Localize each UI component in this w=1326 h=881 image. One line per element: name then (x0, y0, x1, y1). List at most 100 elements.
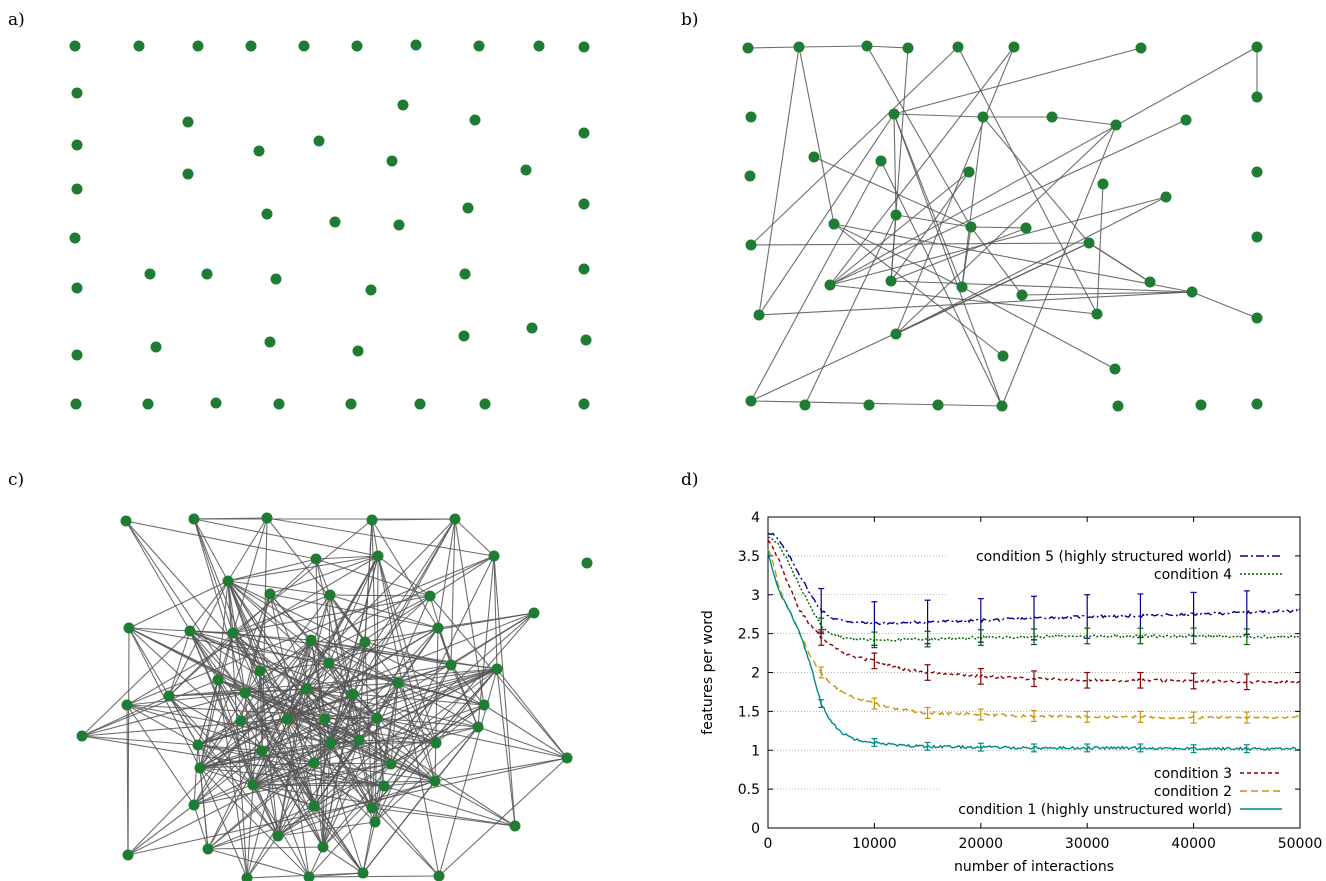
panel-b-node (1180, 114, 1192, 126)
panel-c-edge (493, 555, 516, 827)
panel-c-edge (227, 517, 268, 582)
error-bar (1084, 743, 1091, 753)
panel-c-edge (286, 718, 392, 765)
panel-c-node (432, 622, 444, 634)
panel-c-edge (199, 679, 219, 769)
panel-c-edge (126, 555, 379, 706)
panel-c-edge (128, 580, 229, 629)
panel-b-node (744, 170, 756, 182)
panel-c-edge (435, 668, 498, 744)
panel-a-node (245, 40, 257, 52)
panel-a-node (459, 268, 471, 280)
panel-a-node (144, 268, 156, 280)
error-bar (1031, 670, 1037, 688)
panel-c-node (385, 758, 397, 770)
panel-c-edge (217, 679, 254, 786)
error-bar (1137, 743, 1144, 753)
panel-b-edge (895, 124, 1117, 335)
panel-c-edge (168, 695, 279, 837)
panel-c-node (478, 699, 490, 711)
panel-b-node (861, 40, 873, 52)
panel-c-edge (197, 744, 279, 837)
panel-c-edge (313, 805, 364, 874)
panel-b-node (1110, 119, 1122, 131)
panel-c-edge (269, 593, 330, 664)
panel-c-edge (199, 767, 310, 878)
panel-a-node (270, 273, 282, 285)
panel-b-edge (1021, 291, 1193, 296)
x-axis: 0 10000 20000 30000 40000 50000 (764, 517, 1322, 852)
panel-c-node (76, 730, 88, 742)
panel-c-edge (240, 688, 307, 722)
legend-entry: condition 1 (highly unstructured world) (958, 802, 1282, 818)
panel-c-node (378, 780, 390, 792)
panel-b-node (1195, 399, 1207, 411)
panel-c-edge (252, 784, 516, 827)
panel-b-edge (750, 400, 1003, 407)
panel-a-node (578, 41, 590, 53)
panel-b-node (888, 108, 900, 120)
panel-b-node (997, 350, 1009, 362)
panel-c-edge (227, 580, 399, 684)
series-line-condition-5 (767, 532, 1301, 626)
panel-c-edge (286, 718, 315, 807)
panel-c-edge (397, 668, 498, 684)
panel-b-node (799, 399, 811, 411)
panel-c-edge (193, 518, 234, 634)
panel-c-edge (493, 555, 498, 670)
panel-c-edge (199, 750, 263, 769)
panel-c-edge (305, 688, 479, 728)
panel-c-edge (308, 872, 364, 878)
panel-c-edge (352, 693, 378, 719)
panel-b-edges (747, 45, 1258, 407)
error-bar (1243, 628, 1250, 646)
panel-c-edge (199, 726, 479, 769)
panel-b-node (890, 328, 902, 340)
panel-b-node (977, 111, 989, 123)
panel-c-node (308, 757, 320, 769)
panel-b-node (956, 281, 968, 293)
panel-a-node (397, 99, 409, 111)
panel-c-edge (437, 612, 535, 629)
panel-c-edge (168, 630, 191, 697)
error-bar (818, 666, 825, 679)
error-bar (977, 668, 984, 685)
error-bar (1137, 710, 1144, 723)
panel-c-edge (374, 726, 479, 823)
legend-entry: condition 5 (highly structured world) (976, 549, 1282, 565)
panel-a-node (201, 268, 213, 280)
panel-a-node (273, 398, 285, 410)
panel-b-node (1112, 400, 1124, 412)
panel-c-edge (246, 835, 279, 879)
y-axis-label: features per word (700, 610, 716, 734)
panel-c-node (366, 802, 378, 814)
panel-a-node (142, 398, 154, 410)
panel-c-edge (126, 704, 129, 856)
panel-c-edge (207, 805, 315, 850)
panel-c-node (472, 721, 484, 733)
panel-c-edge (376, 717, 568, 759)
panel-c-node (184, 625, 196, 637)
panel-b-edge (758, 113, 895, 316)
panel-c-node (445, 659, 457, 671)
panel-c-edge (328, 594, 331, 664)
panel-b-edge (1001, 124, 1117, 407)
panel-a-node (458, 330, 470, 342)
panel-b-node (793, 41, 805, 53)
panel-c-edge (217, 679, 437, 744)
panel-c-edge (308, 846, 324, 878)
panel-c-edge (362, 780, 436, 874)
panel-c-node (424, 590, 436, 602)
panel-c-edge (252, 784, 279, 837)
error-bar (924, 741, 931, 751)
error-bar (818, 629, 825, 646)
panel-c-node (323, 657, 335, 669)
panel-c-edge (305, 594, 331, 690)
panel-a-node (469, 114, 481, 126)
panel-c-edge (168, 580, 229, 697)
panel-c-node (264, 588, 276, 600)
panel-c-edge (197, 679, 219, 746)
panel-b-edge (890, 171, 970, 282)
panel-b-nodes (742, 40, 1263, 412)
